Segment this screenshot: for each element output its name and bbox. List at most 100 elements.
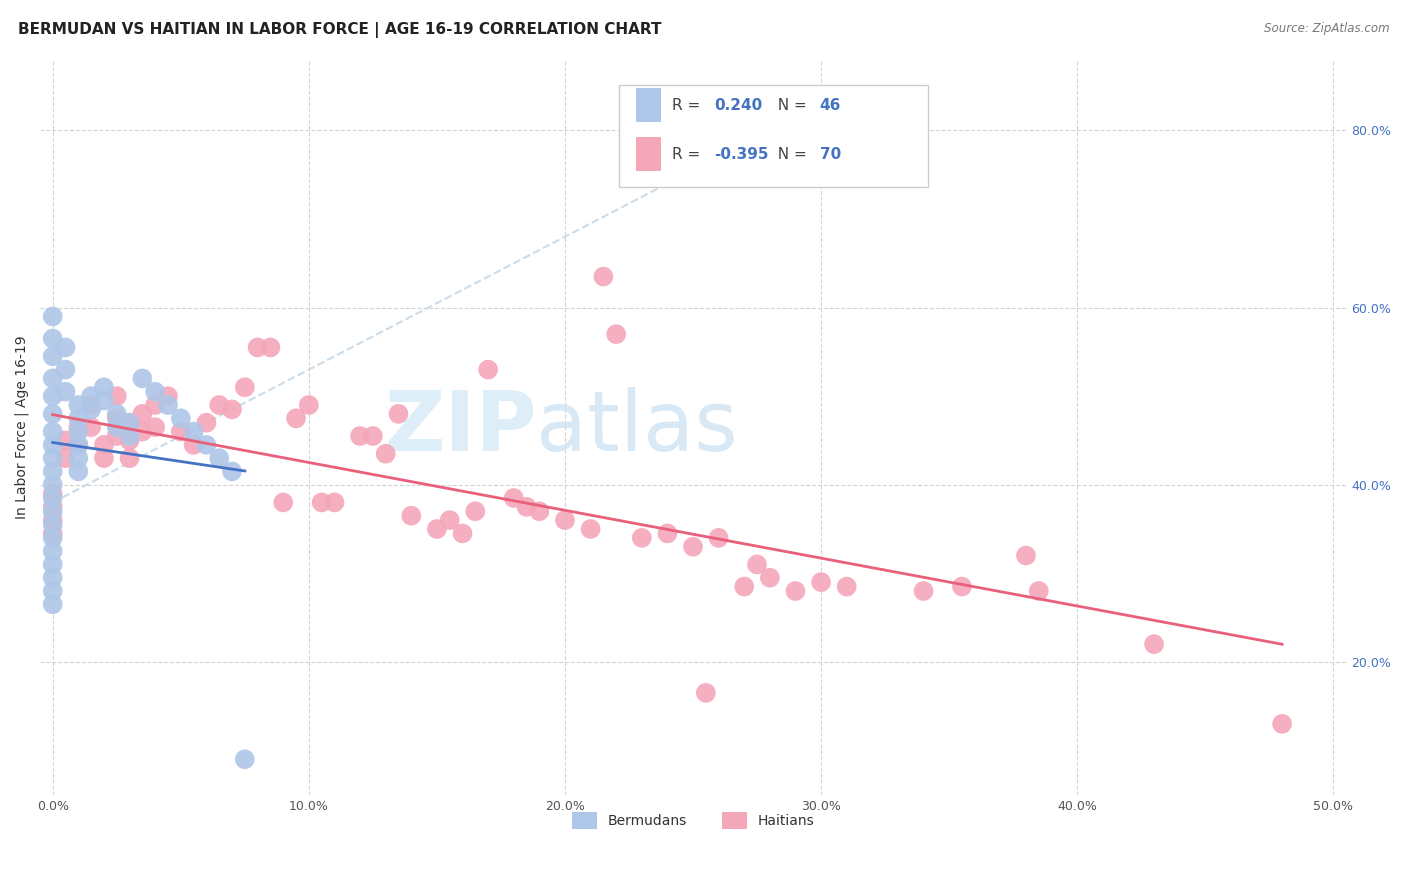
Point bbox=[41, 597, 63, 611]
Point bbox=[605, 327, 627, 342]
Point bbox=[118, 416, 141, 430]
Point bbox=[67, 411, 90, 425]
Point bbox=[912, 584, 935, 599]
Point bbox=[118, 429, 141, 443]
Text: -0.395: -0.395 bbox=[714, 147, 769, 161]
Point bbox=[401, 508, 423, 523]
Point bbox=[41, 371, 63, 385]
Point bbox=[745, 558, 768, 572]
Point bbox=[41, 425, 63, 439]
Point bbox=[41, 349, 63, 363]
Point bbox=[55, 384, 77, 399]
Point bbox=[387, 407, 409, 421]
Point bbox=[323, 495, 346, 509]
Point bbox=[170, 425, 193, 439]
Point bbox=[733, 580, 755, 594]
Point bbox=[439, 513, 461, 527]
Point bbox=[374, 447, 396, 461]
Point bbox=[131, 425, 153, 439]
Point bbox=[156, 398, 179, 412]
Point bbox=[233, 380, 256, 394]
Point bbox=[105, 407, 128, 421]
Point bbox=[55, 362, 77, 376]
Point bbox=[554, 513, 576, 527]
Point bbox=[67, 398, 90, 412]
Point bbox=[41, 500, 63, 514]
Point bbox=[579, 522, 602, 536]
Point bbox=[246, 341, 269, 355]
Point bbox=[80, 420, 103, 434]
Point bbox=[41, 477, 63, 491]
Point bbox=[592, 269, 614, 284]
Point bbox=[41, 491, 63, 505]
Point bbox=[55, 451, 77, 466]
Point bbox=[67, 438, 90, 452]
Point bbox=[464, 504, 486, 518]
Point bbox=[285, 411, 308, 425]
Point bbox=[208, 398, 231, 412]
Point bbox=[759, 571, 782, 585]
Point bbox=[221, 402, 243, 417]
Point bbox=[105, 389, 128, 403]
Point bbox=[105, 411, 128, 425]
Point bbox=[298, 398, 321, 412]
Point bbox=[118, 451, 141, 466]
Point bbox=[105, 429, 128, 443]
Point bbox=[55, 434, 77, 448]
Point bbox=[80, 402, 103, 417]
Point bbox=[41, 526, 63, 541]
Text: ZIP: ZIP bbox=[384, 386, 536, 467]
Point bbox=[80, 398, 103, 412]
Point bbox=[41, 531, 63, 545]
Text: Source: ZipAtlas.com: Source: ZipAtlas.com bbox=[1264, 22, 1389, 36]
Text: N =: N = bbox=[768, 147, 811, 161]
Point bbox=[118, 416, 141, 430]
Point bbox=[93, 393, 115, 408]
Text: 46: 46 bbox=[820, 98, 841, 112]
Point bbox=[361, 429, 384, 443]
Point bbox=[170, 411, 193, 425]
Point bbox=[529, 504, 551, 518]
Point bbox=[41, 407, 63, 421]
Text: R =: R = bbox=[672, 98, 706, 112]
Point bbox=[1271, 716, 1294, 731]
Point bbox=[67, 425, 90, 439]
Point bbox=[41, 389, 63, 403]
Point bbox=[516, 500, 538, 514]
Point bbox=[1143, 637, 1166, 651]
Point bbox=[41, 504, 63, 518]
Point bbox=[143, 398, 166, 412]
Point bbox=[1028, 584, 1050, 599]
Text: BERMUDAN VS HAITIAN IN LABOR FORCE | AGE 16-19 CORRELATION CHART: BERMUDAN VS HAITIAN IN LABOR FORCE | AGE… bbox=[18, 22, 662, 38]
Text: N =: N = bbox=[768, 98, 811, 112]
Point bbox=[221, 465, 243, 479]
Point bbox=[195, 438, 218, 452]
Point bbox=[105, 420, 128, 434]
Point bbox=[271, 495, 294, 509]
Point bbox=[41, 517, 63, 532]
Point bbox=[93, 380, 115, 394]
Point bbox=[349, 429, 371, 443]
Point bbox=[67, 451, 90, 466]
Point bbox=[259, 341, 281, 355]
Point bbox=[41, 584, 63, 599]
Point bbox=[810, 575, 832, 590]
Point bbox=[41, 332, 63, 346]
Point bbox=[67, 465, 90, 479]
Point bbox=[143, 420, 166, 434]
Point bbox=[41, 571, 63, 585]
Point bbox=[41, 438, 63, 452]
Text: atlas: atlas bbox=[536, 386, 738, 467]
Point bbox=[477, 362, 499, 376]
Legend: Bermudans, Haitians: Bermudans, Haitians bbox=[565, 805, 821, 836]
Point bbox=[835, 580, 858, 594]
Point bbox=[183, 425, 205, 439]
Point bbox=[183, 438, 205, 452]
Point bbox=[131, 407, 153, 421]
Point bbox=[195, 416, 218, 430]
Point bbox=[93, 438, 115, 452]
Point bbox=[1015, 549, 1038, 563]
Point bbox=[682, 540, 704, 554]
Point bbox=[426, 522, 449, 536]
Point bbox=[630, 531, 652, 545]
